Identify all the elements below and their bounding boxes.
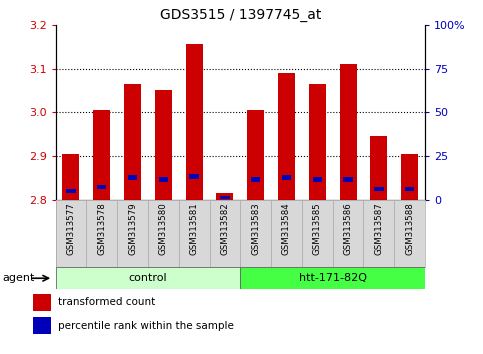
Bar [370, 137, 387, 200]
Bar [364, 200, 394, 267]
Bar [56, 267, 241, 289]
Text: percentile rank within the sample: percentile rank within the sample [57, 321, 233, 331]
Bar [210, 200, 240, 267]
Bar [93, 110, 110, 200]
Bar [189, 174, 199, 179]
Bar [240, 267, 425, 289]
Text: GSM313577: GSM313577 [67, 203, 75, 256]
Bar [124, 84, 141, 200]
Text: GSM313578: GSM313578 [97, 203, 106, 256]
Text: htt-171-82Q: htt-171-82Q [298, 273, 367, 283]
Bar [271, 200, 302, 267]
Bar [33, 293, 51, 310]
Bar [155, 91, 172, 200]
Bar [185, 45, 202, 200]
Bar [282, 175, 291, 180]
Bar [340, 64, 356, 200]
Bar [66, 189, 76, 193]
Bar [343, 177, 353, 183]
Bar [216, 193, 233, 200]
Bar [302, 200, 333, 267]
Text: GSM313586: GSM313586 [343, 203, 353, 256]
Bar [405, 187, 414, 191]
Text: GSM313585: GSM313585 [313, 203, 322, 256]
Text: GSM313581: GSM313581 [190, 203, 199, 256]
Bar [278, 73, 295, 200]
Bar [251, 177, 260, 183]
Text: agent: agent [2, 273, 35, 283]
Bar [128, 175, 137, 180]
Text: GSM313580: GSM313580 [159, 203, 168, 256]
Bar [179, 200, 210, 267]
Text: GSM313588: GSM313588 [405, 203, 414, 256]
Bar [247, 110, 264, 200]
Bar [117, 200, 148, 267]
Bar [220, 196, 229, 199]
Bar [33, 318, 51, 335]
Text: GSM313579: GSM313579 [128, 203, 137, 255]
Bar [158, 177, 168, 183]
Text: GSM313582: GSM313582 [220, 203, 229, 256]
Bar [148, 200, 179, 267]
Text: control: control [128, 273, 167, 283]
Bar [401, 154, 418, 200]
Bar [97, 185, 106, 189]
Bar [62, 154, 79, 200]
Bar [56, 200, 86, 267]
Bar [240, 200, 271, 267]
Text: transformed count: transformed count [57, 297, 155, 307]
Bar [309, 84, 326, 200]
Text: GSM313583: GSM313583 [251, 203, 260, 256]
Text: GSM313584: GSM313584 [282, 203, 291, 256]
Title: GDS3515 / 1397745_at: GDS3515 / 1397745_at [159, 8, 321, 22]
Text: GSM313587: GSM313587 [374, 203, 384, 256]
Bar [374, 187, 384, 191]
Bar [333, 200, 364, 267]
Bar [394, 200, 425, 267]
Bar [313, 177, 322, 183]
Bar [86, 200, 117, 267]
